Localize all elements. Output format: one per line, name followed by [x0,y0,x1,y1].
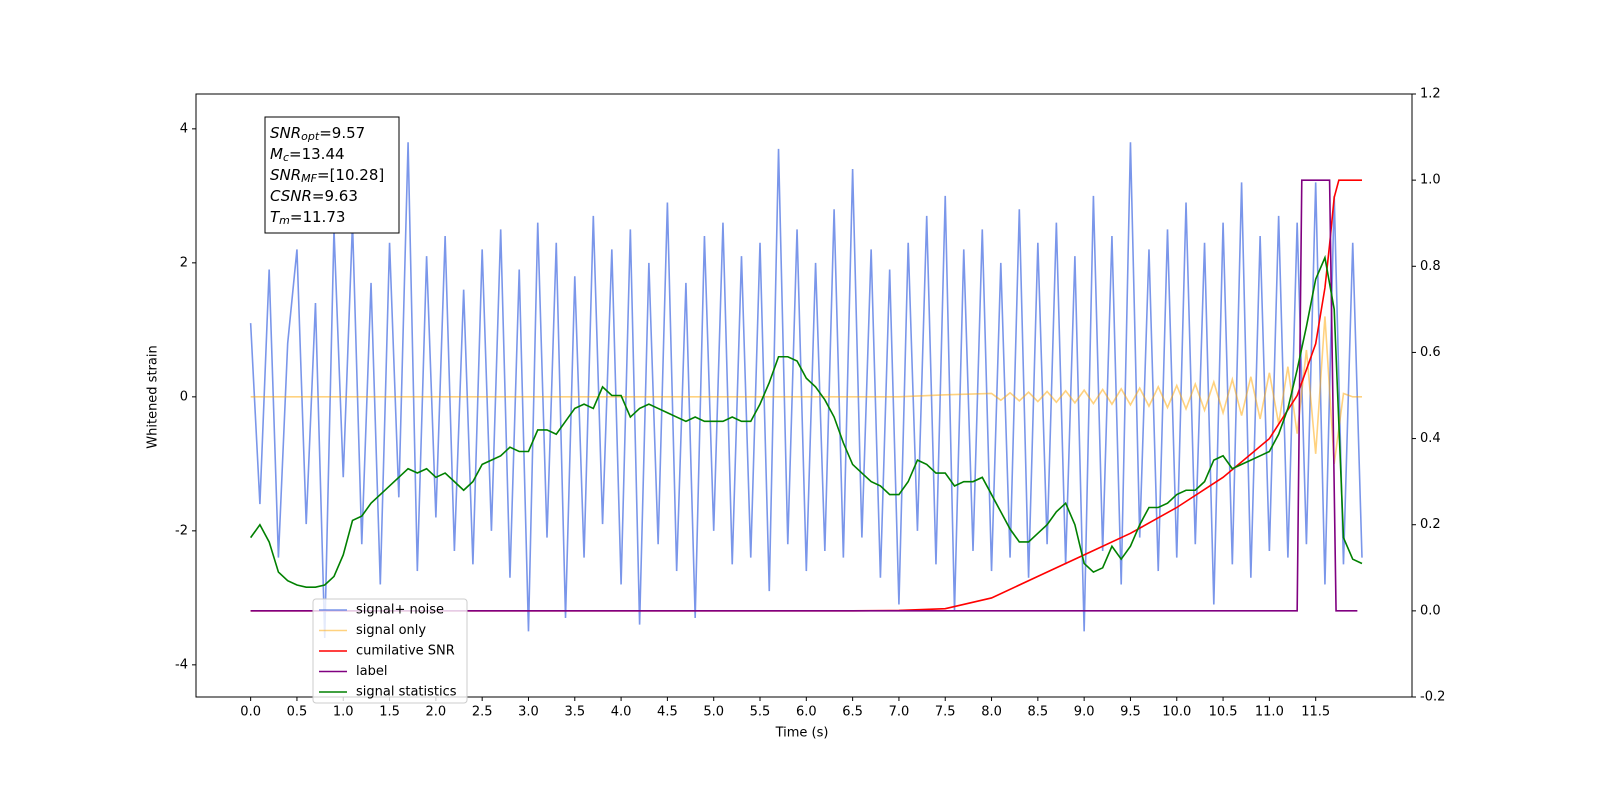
x-tick-label: 5.0 [703,705,724,720]
annotation-symbol: T [270,208,281,226]
annotation-box: SNRopt=9.57Mc=13.44SNRMF=[10.28]CSNR=9.6… [264,116,400,234]
annotation-subscript: opt [301,130,320,143]
x-tick-label: 3.0 [518,705,539,720]
x-tick-label: 2.5 [472,705,493,720]
y2-tick-label: 0.6 [1420,345,1441,360]
annotation-frame [264,116,400,234]
legend-label: cumilative SNR [356,644,455,659]
annotation-symbol: M [270,145,283,163]
series-line [249,142,1363,639]
x-tick-label: 4.0 [611,705,632,720]
legend-label: label [356,664,387,679]
annotation-symbol: SNR [270,124,301,142]
annotation-line: CSNR=9.63 [270,187,358,205]
annotation-symbol: CSNR [270,187,312,205]
annotation-line: Mc=13.44 [270,145,345,165]
legend-label: signal statistics [356,685,457,700]
x-tick-label: 5.5 [750,705,771,720]
annotation-subscript: m [279,214,290,227]
x-tick-label: 0.0 [240,705,261,720]
annotation-line: SNRMF=[10.28] [270,166,384,186]
series-line [250,316,1362,464]
y-tick-label: 0 [180,389,188,404]
x-tick-label: 10.5 [1209,705,1238,720]
x-tick-label: 8.0 [981,705,1002,720]
legend-label: signal+ noise [356,603,444,618]
annotation-line: SNRopt=9.57 [270,124,365,144]
y-tick-label: 4 [180,121,188,136]
x-tick-label: 11.0 [1255,705,1284,720]
annotation-subscript: MF [301,172,317,185]
x-tick-label: 6.0 [796,705,817,720]
x-tick-label: 1.5 [379,705,400,720]
x-tick-label: 2.0 [426,705,447,720]
annotation-line: Tm=11.73 [270,208,345,228]
x-tick-label: 9.5 [1120,705,1141,720]
y-axis-label: Whitened strain [146,345,161,448]
x-tick-label: 6.5 [842,705,863,720]
x-tick-label: 4.5 [657,705,678,720]
x-tick-label: 8.5 [1028,705,1049,720]
annotation-value: =9.57 [319,124,365,142]
x-tick-label: 7.5 [935,705,956,720]
y2-tick-label: 0.2 [1420,517,1441,532]
x-tick-label: 0.5 [287,705,308,720]
x-tick-label: 1.0 [333,705,354,720]
annotation-value: =9.63 [312,187,358,205]
axes-frame [195,93,1413,698]
y-tick-label: -2 [175,523,188,538]
x-tick-label: 10.0 [1162,705,1191,720]
x-tick-label: 7.0 [889,705,910,720]
y2-tick-label: 0.0 [1420,603,1441,618]
series-line [250,179,1358,612]
annotation-value: =[10.28] [317,166,384,184]
y2-tick-label: 1.2 [1420,87,1441,102]
legend-label: signal only [356,623,426,638]
annotation-symbol: SNR [270,166,301,184]
y2-tick-label: 0.4 [1420,431,1441,446]
x-tick-label: 3.5 [564,705,585,720]
x-axis-label: Time (s) [775,726,829,741]
annotation-subscript: c [283,151,289,164]
legend-frame [312,598,468,704]
legend: signal+ noise signal only cumilative SNR la… [312,598,468,704]
y-tick-label: 2 [180,255,188,270]
y2-tick-label: 1.0 [1420,173,1441,188]
annotation-value: =11.73 [290,208,346,226]
y2-tick-label: -0.2 [1420,690,1445,705]
y-tick-label: -4 [175,657,188,672]
series-line [249,254,1363,588]
x-tick-label: 11.5 [1301,705,1330,720]
annotation-value: =13.44 [289,145,345,163]
y2-tick-label: 0.8 [1420,259,1441,274]
x-tick-label: 9.0 [1074,705,1095,720]
plot-area [249,142,1363,639]
